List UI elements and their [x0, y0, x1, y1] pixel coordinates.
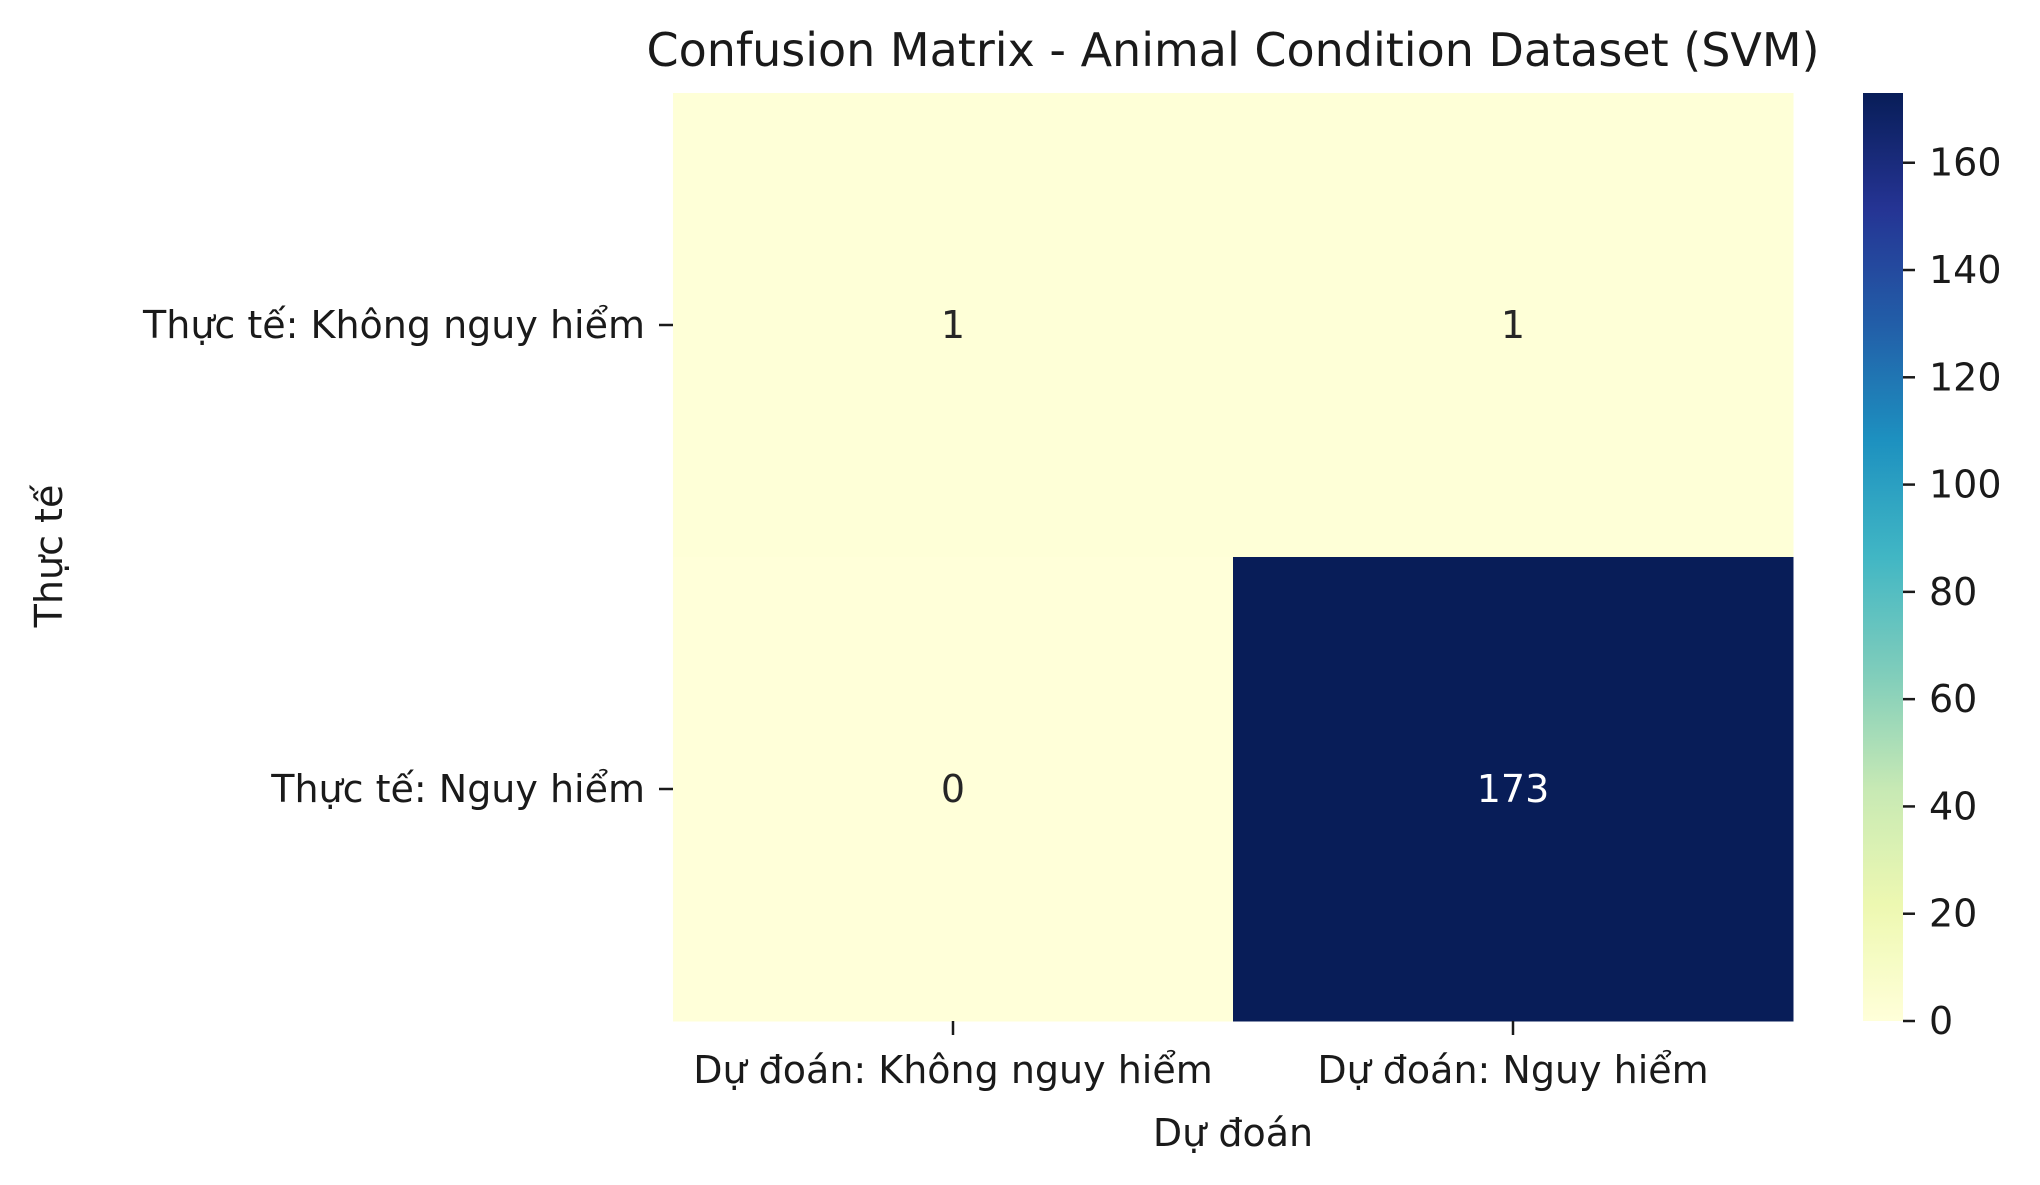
cell-value: 173 — [1477, 767, 1550, 811]
colorbar-tick-label: 140 — [1929, 248, 2002, 292]
colorbar-gradient — [1863, 93, 1903, 1021]
heatmap-cell — [673, 93, 1234, 558]
x-tick-label: Dự đoán: Nguy hiểm — [1317, 1048, 1708, 1092]
y-axis-ticks: Thực tế: Không nguy hiểm Thực tế: Nguy hi… — [142, 303, 673, 811]
cell-value: 0 — [941, 767, 965, 811]
colorbar-tick-label: 120 — [1929, 355, 2002, 399]
cell-annotations: 1 1 0 173 — [941, 303, 1549, 811]
colorbar-tick-label: 160 — [1929, 141, 2002, 185]
cell-value: 1 — [941, 303, 965, 347]
colorbar — [1863, 93, 1903, 1021]
colorbar-tick-label: 0 — [1929, 999, 1953, 1043]
heatmap-cells — [673, 93, 1794, 1022]
x-axis-ticks: Dự đoán: Không nguy hiểm Dự đoán: Nguy hi… — [693, 1021, 1709, 1092]
chart-title: Confusion Matrix - Animal Condition Data… — [646, 23, 1819, 77]
colorbar-tick-label: 20 — [1929, 892, 1977, 936]
x-tick-label: Dự đoán: Không nguy hiểm — [693, 1048, 1212, 1092]
heatmap-cell — [1233, 93, 1794, 558]
colorbar-tick-label: 80 — [1929, 570, 1977, 614]
cell-value: 1 — [1501, 303, 1525, 347]
x-axis-label: Dự đoán — [1153, 1111, 1313, 1155]
y-axis-label: Thực tế — [27, 484, 71, 628]
colorbar-ticks: 0 20 40 60 80 100 120 140 160 — [1903, 141, 2002, 1043]
heatmap-cell — [1233, 557, 1794, 1022]
colorbar-tick-label: 100 — [1929, 463, 2002, 507]
y-tick-label: Thực tế: Không nguy hiểm — [142, 303, 645, 347]
colorbar-tick-label: 60 — [1929, 677, 1977, 721]
y-tick-label: Thực tế: Nguy hiểm — [270, 767, 645, 811]
heatmap-cell — [673, 557, 1234, 1022]
colorbar-tick-label: 40 — [1929, 784, 1977, 828]
